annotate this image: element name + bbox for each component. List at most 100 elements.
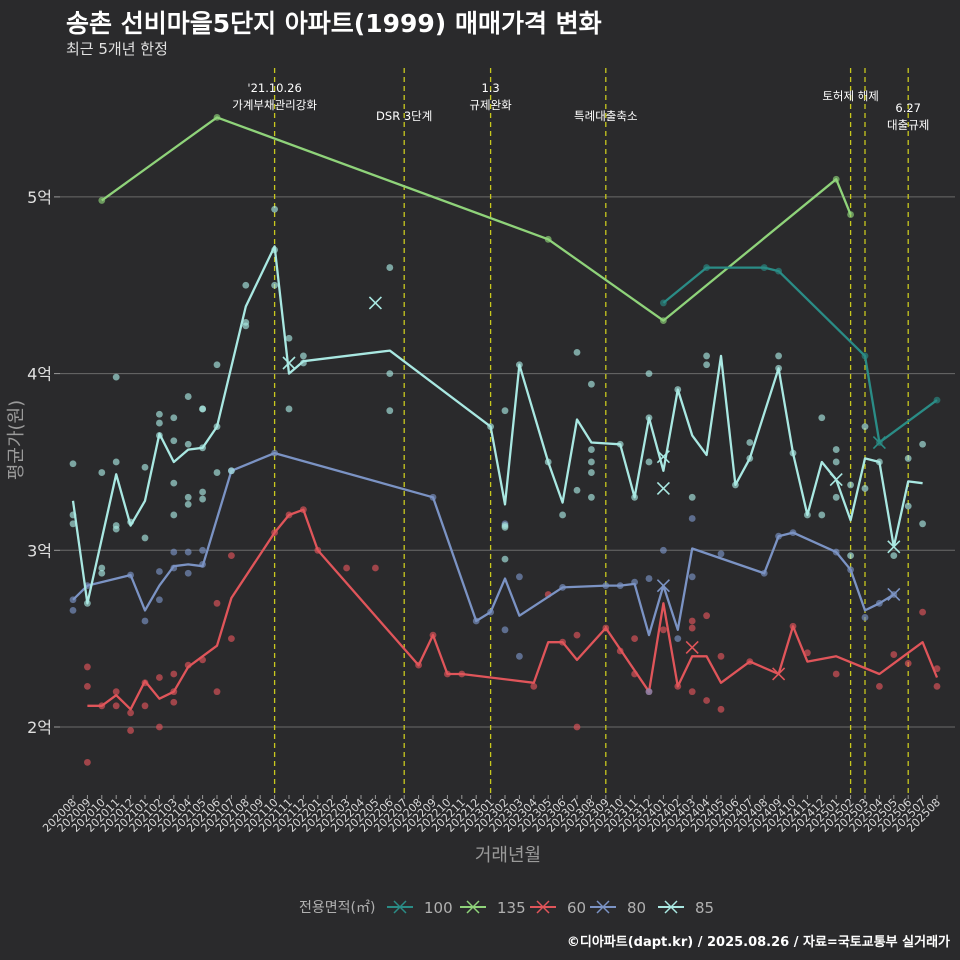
data-point (213, 599, 221, 607)
legend-item-60: 60 (530, 899, 586, 917)
event-label: 특례대출축소 (574, 109, 637, 123)
data-point (588, 469, 595, 476)
data-point (861, 614, 869, 621)
series-85 (69, 205, 926, 607)
data-point (112, 525, 120, 533)
data-point (876, 682, 883, 690)
data-point (242, 281, 250, 289)
cross-marker (887, 587, 901, 602)
legend-item-100: 100 (387, 899, 453, 917)
data-point (919, 520, 926, 528)
data-point (703, 361, 710, 369)
data-point (660, 546, 667, 554)
data-point (703, 612, 710, 620)
data-point (156, 410, 163, 418)
data-point (84, 682, 91, 690)
data-point (832, 670, 840, 678)
legend: 전용면적(㎡) 100 135 60 80 85 (299, 899, 714, 917)
series-100 (660, 264, 941, 450)
data-point (588, 446, 595, 453)
y-axis-label: 평균가(원) (6, 400, 27, 480)
page-subtitle: 최근 5개년 한정 (66, 40, 168, 58)
legend-swatch-cross (536, 900, 550, 914)
data-point (141, 463, 149, 471)
data-point (674, 635, 682, 643)
data-point (904, 659, 912, 667)
data-point (688, 493, 696, 501)
data-point (84, 663, 91, 671)
event-label: 규제완화 (469, 98, 512, 112)
cross-marker (772, 667, 786, 681)
cross-marker (829, 473, 843, 487)
data-point (141, 617, 149, 625)
data-point (213, 688, 221, 696)
legend-label: 80 (627, 899, 646, 917)
data-point (98, 569, 106, 577)
data-point (861, 485, 869, 492)
legend-swatch-cross (596, 900, 610, 914)
legend-label: 135 (497, 899, 526, 917)
data-point (184, 493, 192, 501)
data-point (386, 407, 394, 415)
data-point (890, 651, 898, 658)
data-point (688, 617, 696, 625)
data-point (170, 698, 178, 706)
data-point (170, 414, 178, 422)
data-point (112, 458, 120, 466)
data-point (688, 624, 696, 632)
data-point (199, 488, 207, 496)
data-point (516, 652, 523, 660)
data-point (688, 515, 696, 522)
y-tick-label: 3억 (27, 541, 52, 560)
data-point (127, 709, 134, 717)
legend-label: 85 (695, 899, 714, 917)
data-point (775, 352, 782, 360)
data-point (271, 205, 278, 213)
data-point (98, 564, 106, 572)
source-caption: ©디아파트(dapt.kr) / 2025.08.26 / 자료=국토교통부 실… (566, 935, 950, 950)
data-point (170, 670, 178, 678)
cross-marker (282, 356, 296, 370)
data-point (199, 546, 207, 554)
data-point (832, 493, 840, 501)
data-point (170, 548, 178, 556)
data-point (199, 495, 207, 503)
cross-marker (887, 540, 901, 554)
data-point (271, 281, 278, 289)
page-title: 송촌 선비마을5단지 아파트(1999) 매매가격 변화 (66, 9, 602, 38)
data-point (904, 502, 912, 510)
cross-marker (872, 435, 886, 450)
data-point (213, 469, 221, 476)
data-point (285, 405, 293, 413)
data-point (645, 458, 653, 466)
data-point (300, 352, 307, 360)
data-point (660, 626, 667, 634)
data-point (933, 682, 941, 690)
data-point (386, 264, 394, 271)
series-line (71, 245, 923, 605)
cross-marker (368, 296, 382, 310)
data-point (184, 548, 192, 556)
data-point (904, 455, 912, 462)
data-point (573, 723, 581, 731)
data-point (141, 702, 149, 710)
y-tick-label: 2억 (27, 718, 52, 737)
series-line (72, 451, 895, 637)
event-label: 6.27 (895, 101, 921, 115)
data-point (170, 437, 178, 445)
legend-label: 60 (567, 899, 586, 917)
data-point (372, 564, 379, 572)
data-point (588, 493, 595, 501)
data-point (588, 380, 595, 388)
data-point (141, 534, 149, 542)
data-point (717, 705, 725, 713)
data-point (645, 688, 653, 696)
legend-title: 전용면적(㎡) (299, 900, 375, 916)
legend-label: 100 (424, 899, 453, 917)
data-point (156, 723, 163, 731)
legend-swatch-cross (664, 900, 678, 914)
data-point (717, 652, 725, 660)
data-point (112, 373, 120, 381)
